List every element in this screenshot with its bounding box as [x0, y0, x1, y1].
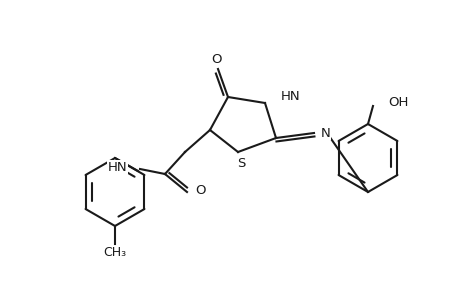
- Text: CH₃: CH₃: [103, 247, 126, 260]
- Text: HN: HN: [107, 160, 127, 173]
- Text: HN: HN: [280, 89, 300, 103]
- Text: N: N: [320, 127, 330, 140]
- Text: S: S: [236, 157, 245, 169]
- Text: O: O: [195, 184, 205, 196]
- Text: OH: OH: [387, 95, 408, 109]
- Text: O: O: [211, 52, 222, 65]
